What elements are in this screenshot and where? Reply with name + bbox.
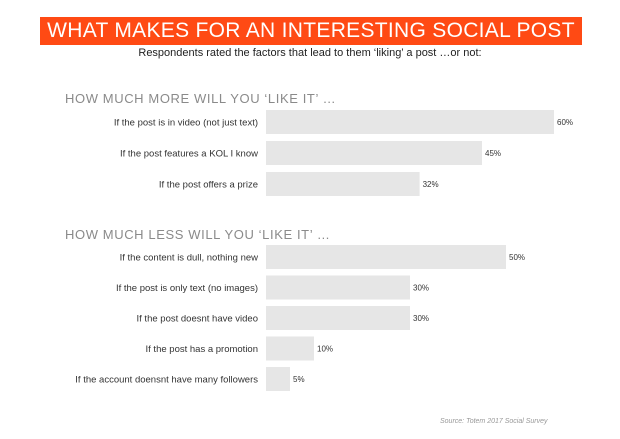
category-label: If the post is in video (not just text) xyxy=(114,118,258,129)
bar xyxy=(266,336,314,361)
bar xyxy=(266,141,482,165)
data-label: 30% xyxy=(413,284,429,293)
category-label: If the post features a KOL I know xyxy=(120,149,258,160)
category-label: If the post offers a prize xyxy=(159,180,258,191)
bar xyxy=(266,275,410,300)
category-label: If the post has a promotion xyxy=(146,344,258,355)
bar xyxy=(266,245,506,269)
category-label: If the account doensnt have many followe… xyxy=(75,375,258,386)
data-label: 30% xyxy=(413,314,429,323)
bar xyxy=(266,367,290,391)
data-label: 45% xyxy=(485,149,501,158)
bar xyxy=(266,172,420,196)
category-label: If the post is only text (no images) xyxy=(116,283,258,294)
data-label: 32% xyxy=(423,180,439,189)
data-label: 50% xyxy=(509,253,525,262)
bar xyxy=(266,110,554,134)
section-heading-more: HOW MUCH MORE WILL YOU ‘LIKE IT’ … xyxy=(65,91,337,106)
category-label: If the content is dull, nothing new xyxy=(120,253,259,264)
subtitle: Respondents rated the factors that lead … xyxy=(138,47,482,59)
title-banner: WHAT MAKES FOR AN INTERESTING SOCIAL POS… xyxy=(40,17,582,45)
category-label: If the post doesnt have video xyxy=(137,314,258,325)
data-label: 10% xyxy=(317,345,333,354)
data-label: 5% xyxy=(293,375,305,384)
source-note: Source: Totem 2017 Social Survey xyxy=(440,418,548,425)
bar xyxy=(266,306,410,330)
data-label: 60% xyxy=(557,118,573,127)
section-heading-less: HOW MUCH LESS WILL YOU ‘LIKE IT’ … xyxy=(65,227,331,242)
